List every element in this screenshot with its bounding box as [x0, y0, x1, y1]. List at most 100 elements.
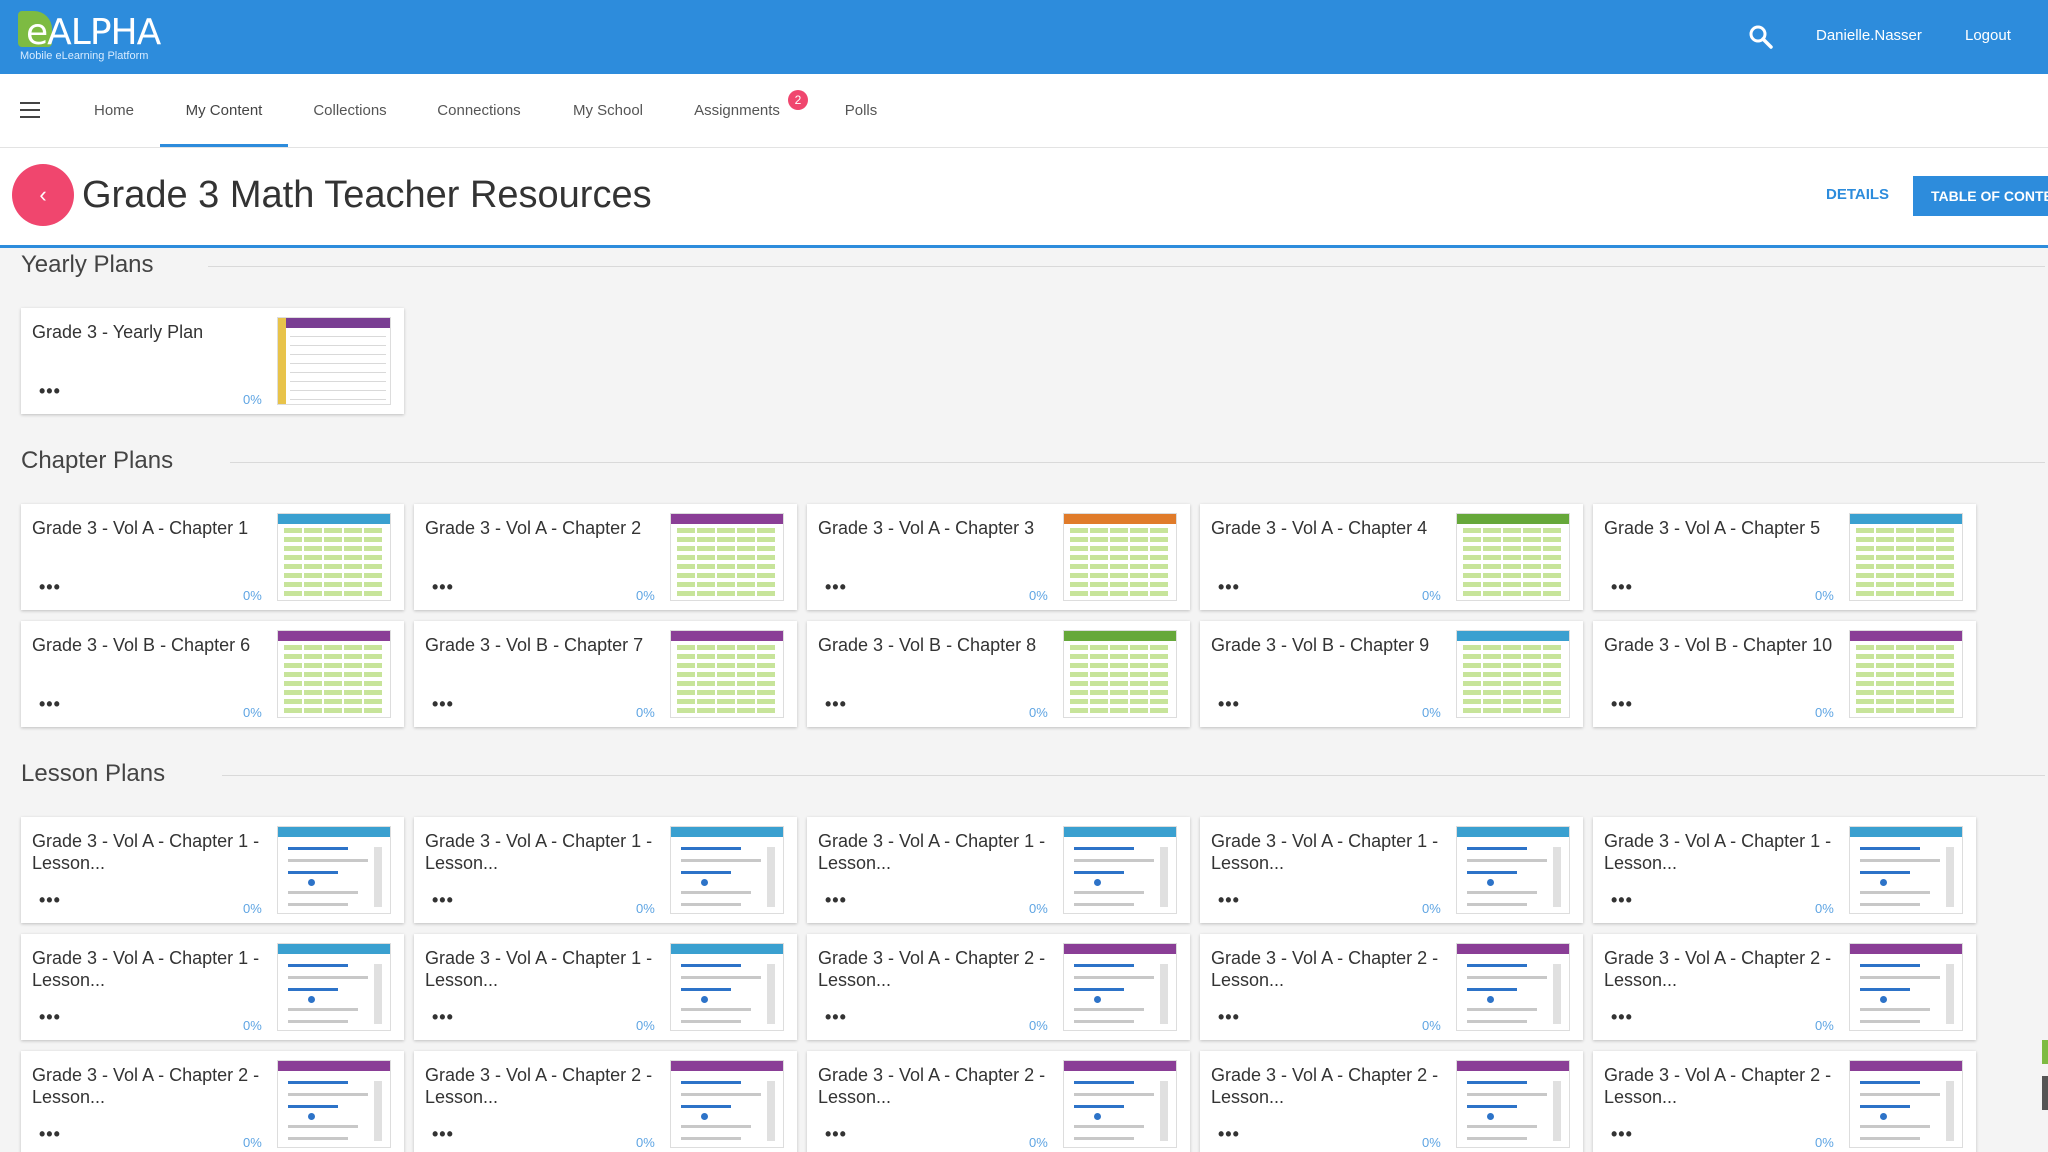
back-button[interactable]: ‹ [12, 164, 74, 226]
logout-link[interactable]: Logout [1965, 27, 2011, 44]
content-card[interactable]: Grade 3 - Vol A - Chapter 2 - Lesson... •… [21, 1051, 404, 1152]
more-options-icon[interactable]: ••• [825, 1007, 847, 1027]
details-button[interactable]: DETAILS [1826, 186, 1890, 203]
content-card[interactable]: Grade 3 - Vol B - Chapter 9 ••• 0% [1200, 621, 1583, 727]
more-options-icon[interactable]: ••• [1611, 1007, 1633, 1027]
card-progress: 0% [636, 588, 655, 603]
tab-my-school[interactable]: My School [572, 102, 644, 119]
content-card[interactable]: Grade 3 - Vol A - Chapter 1 ••• 0% [21, 504, 404, 610]
card-progress: 0% [1422, 1135, 1441, 1150]
more-options-icon[interactable]: ••• [432, 890, 454, 910]
more-options-icon[interactable]: ••• [39, 694, 61, 714]
card-progress: 0% [243, 705, 262, 720]
more-options-icon[interactable]: ••• [1218, 890, 1240, 910]
tab-polls[interactable]: Polls [844, 102, 878, 119]
app-logo[interactable]: eALPHA Mobile eLearning Platform [18, 9, 168, 65]
content-card[interactable]: Grade 3 - Vol A - Chapter 2 ••• 0% [414, 504, 797, 610]
more-options-icon[interactable]: ••• [825, 890, 847, 910]
more-options-icon[interactable]: ••• [1611, 890, 1633, 910]
content-card[interactable]: Grade 3 - Vol A - Chapter 3 ••• 0% [807, 504, 1190, 610]
content-card[interactable]: Grade 3 - Vol A - Chapter 1 - Lesson... •… [807, 817, 1190, 923]
content-card[interactable]: Grade 3 - Vol A - Chapter 1 - Lesson... •… [414, 934, 797, 1040]
content-card[interactable]: Grade 3 - Vol A - Chapter 2 - Lesson... •… [1200, 1051, 1583, 1152]
card-progress: 0% [1029, 705, 1048, 720]
content-card[interactable]: Grade 3 - Vol A - Chapter 2 - Lesson... •… [1200, 934, 1583, 1040]
card-title: Grade 3 - Vol A - Chapter 1 - Lesson... [818, 831, 1046, 873]
more-options-icon[interactable]: ••• [1611, 694, 1633, 714]
page-title: Grade 3 Math Teacher Resources [82, 174, 652, 216]
search-icon[interactable] [1748, 24, 1774, 50]
content-card[interactable]: Grade 3 - Vol A - Chapter 2 - Lesson... •… [807, 934, 1190, 1040]
scrollbar-thumb[interactable] [2042, 1076, 2048, 1110]
content-card[interactable]: Grade 3 - Vol A - Chapter 1 - Lesson... •… [1593, 817, 1976, 923]
tab-assignments[interactable]: Assignments [694, 102, 780, 119]
more-options-icon[interactable]: ••• [1218, 1007, 1240, 1027]
section-divider [222, 775, 2045, 776]
hamburger-menu-icon[interactable] [20, 102, 40, 118]
content-card[interactable]: Grade 3 - Vol A - Chapter 5 ••• 0% [1593, 504, 1976, 610]
content-card[interactable]: Grade 3 - Vol A - Chapter 1 - Lesson... •… [1200, 817, 1583, 923]
card-thumbnail [670, 943, 784, 1031]
card-title: Grade 3 - Vol B - Chapter 10 [1604, 635, 1833, 655]
tab-my-content[interactable]: My Content [160, 74, 288, 147]
more-options-icon[interactable]: ••• [432, 1007, 454, 1027]
more-options-icon[interactable]: ••• [825, 1124, 847, 1144]
chevron-left-icon: ‹ [39, 182, 47, 207]
card-title: Grade 3 - Vol A - Chapter 2 - Lesson... [1604, 1065, 1832, 1107]
card-progress: 0% [636, 1018, 655, 1033]
more-options-icon[interactable]: ••• [39, 577, 61, 597]
more-options-icon[interactable]: ••• [432, 694, 454, 714]
more-options-icon[interactable]: ••• [1611, 1124, 1633, 1144]
more-options-icon[interactable]: ••• [39, 890, 61, 910]
more-options-icon[interactable]: ••• [1218, 694, 1240, 714]
tab-collections[interactable]: Collections [313, 102, 387, 119]
card-title: Grade 3 - Vol A - Chapter 2 [425, 518, 642, 538]
content-card[interactable]: Grade 3 - Vol A - Chapter 2 - Lesson... •… [1593, 934, 1976, 1040]
card-thumbnail [1456, 826, 1570, 914]
more-options-icon[interactable]: ••• [1218, 577, 1240, 597]
content-card[interactable]: Grade 3 - Vol A - Chapter 4 ••• 0% [1200, 504, 1583, 610]
card-thumbnail [1456, 943, 1570, 1031]
more-options-icon[interactable]: ••• [39, 1124, 61, 1144]
more-options-icon[interactable]: ••• [432, 1124, 454, 1144]
more-options-icon[interactable]: ••• [825, 694, 847, 714]
card-progress: 0% [1029, 901, 1048, 916]
card-title: Grade 3 - Vol B - Chapter 8 [818, 635, 1037, 655]
main-nav: Home My Content Collections Connections … [0, 74, 2048, 148]
card-thumbnail [1456, 1060, 1570, 1148]
content-card[interactable]: Grade 3 - Vol B - Chapter 10 ••• 0% [1593, 621, 1976, 727]
card-thumbnail [670, 1060, 784, 1148]
tab-connections[interactable]: Connections [437, 102, 521, 119]
card-progress: 0% [1815, 901, 1834, 916]
content-card[interactable]: Grade 3 - Vol A - Chapter 2 - Lesson... •… [414, 1051, 797, 1152]
card-thumbnail [277, 630, 391, 718]
card-thumbnail [670, 630, 784, 718]
content-card[interactable]: Grade 3 - Vol A - Chapter 1 - Lesson... •… [21, 934, 404, 1040]
scroll-edge-marker [2042, 1040, 2048, 1064]
content-card[interactable]: Grade 3 - Vol A - Chapter 2 - Lesson... •… [1593, 1051, 1976, 1152]
more-options-icon[interactable]: ••• [39, 1007, 61, 1027]
content-card[interactable]: Grade 3 - Vol B - Chapter 6 ••• 0% [21, 621, 404, 727]
content-card[interactable]: Grade 3 - Vol A - Chapter 1 - Lesson... •… [414, 817, 797, 923]
card-title: Grade 3 - Vol A - Chapter 2 - Lesson... [1604, 948, 1832, 990]
card-title: Grade 3 - Vol A - Chapter 3 [818, 518, 1035, 538]
content-card[interactable]: Grade 3 - Vol A - Chapter 2 - Lesson... •… [807, 1051, 1190, 1152]
more-options-icon[interactable]: ••• [39, 381, 61, 401]
card-title: Grade 3 - Vol A - Chapter 2 - Lesson... [1211, 948, 1439, 990]
content-card[interactable]: Grade 3 - Vol A - Chapter 1 - Lesson... •… [21, 817, 404, 923]
tab-home[interactable]: Home [93, 102, 134, 119]
more-options-icon[interactable]: ••• [1611, 577, 1633, 597]
card-thumbnail [1063, 513, 1177, 601]
more-options-icon[interactable]: ••• [432, 577, 454, 597]
content-card[interactable]: Grade 3 - Vol B - Chapter 7 ••• 0% [414, 621, 797, 727]
card-title: Grade 3 - Yearly Plan [32, 322, 204, 342]
user-name-link[interactable]: Danielle.Nasser [1816, 27, 1922, 44]
content-card[interactable]: Grade 3 - Vol B - Chapter 8 ••• 0% [807, 621, 1190, 727]
card-progress: 0% [243, 588, 262, 603]
more-options-icon[interactable]: ••• [1218, 1124, 1240, 1144]
more-options-icon[interactable]: ••• [825, 577, 847, 597]
table-of-contents-button[interactable]: TABLE OF CONTENTS [1913, 176, 2048, 216]
card-progress: 0% [1029, 1135, 1048, 1150]
content-card[interactable]: Grade 3 - Yearly Plan ••• 0% [21, 308, 404, 414]
card-progress: 0% [1422, 705, 1441, 720]
